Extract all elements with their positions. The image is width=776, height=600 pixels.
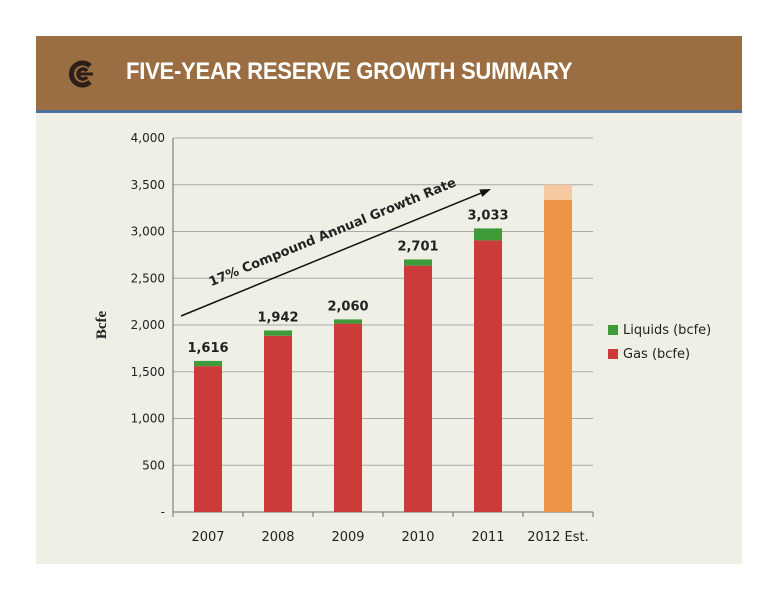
y-tick-label: 1,500: [131, 365, 165, 379]
x-tick-label: 2012 Est.: [527, 530, 588, 545]
y-tick-label: -: [161, 505, 165, 519]
bar-liquids: [194, 360, 222, 367]
legend-item-liquids: Liquids (bcfe): [608, 318, 711, 342]
data-label-total: 1,616: [187, 341, 228, 356]
bar-liquids: [334, 319, 362, 324]
growth-arrowhead: [479, 189, 491, 197]
y-tick-label: 2,000: [131, 318, 165, 332]
bar-estimate-range: [544, 184, 572, 200]
x-tick-label: 2007: [191, 530, 224, 545]
y-tick-label: 4,000: [131, 131, 165, 145]
x-tick-label: 2011: [471, 530, 504, 545]
y-tick-label: 3,000: [131, 225, 165, 239]
legend-item-gas: Gas (bcfe): [608, 342, 711, 366]
legend-label-gas: Gas (bcfe): [623, 346, 691, 362]
legend-swatch-liquids: [608, 325, 618, 335]
x-tick-label: 2009: [331, 530, 364, 545]
bar-gas: [404, 265, 432, 512]
reserve-chart: - 500 1,000 1,500 2,000 2,500 3,000 3,500 4,000 B…: [94, 131, 594, 545]
data-label-total: 2,701: [397, 239, 438, 254]
bar-gas: [264, 335, 292, 512]
legend-swatch-gas: [608, 349, 618, 359]
data-label-total: 3,033: [467, 208, 508, 223]
data-label-total: 2,060: [327, 299, 368, 314]
bar-liquids: [264, 330, 292, 336]
bar-gas: [334, 323, 362, 512]
x-tick-label: 2008: [261, 530, 294, 545]
x-tick-label: 2010: [401, 530, 434, 545]
chart-legend: Liquids (bcfe) Gas (bcfe): [608, 318, 711, 366]
bar-gas: [194, 366, 222, 512]
y-tick-label: 1,000: [131, 412, 165, 426]
data-label-total: 1,942: [257, 310, 298, 325]
company-logo-icon: [69, 60, 93, 88]
title-banner: FIVE-YEAR RESERVE GROWTH SUMMARY: [36, 36, 742, 113]
bar-liquids: [474, 228, 502, 241]
slide: FIVE-YEAR RESERVE GROWTH SUMMARY - 500 1,0…: [36, 36, 742, 564]
page-title: FIVE-YEAR RESERVE GROWTH SUMMARY: [126, 58, 573, 85]
y-axis-title: Bcfe: [94, 311, 110, 340]
bar-estimate: [544, 199, 572, 512]
growth-arrow: [180, 191, 484, 317]
y-tick-label: 2,500: [131, 271, 165, 285]
bar-gas: [474, 240, 502, 512]
bar-liquids: [404, 259, 432, 266]
y-tick-label: 3,500: [131, 178, 165, 192]
legend-label-liquids: Liquids (bcfe): [623, 322, 712, 338]
y-tick-label: 500: [142, 458, 165, 472]
